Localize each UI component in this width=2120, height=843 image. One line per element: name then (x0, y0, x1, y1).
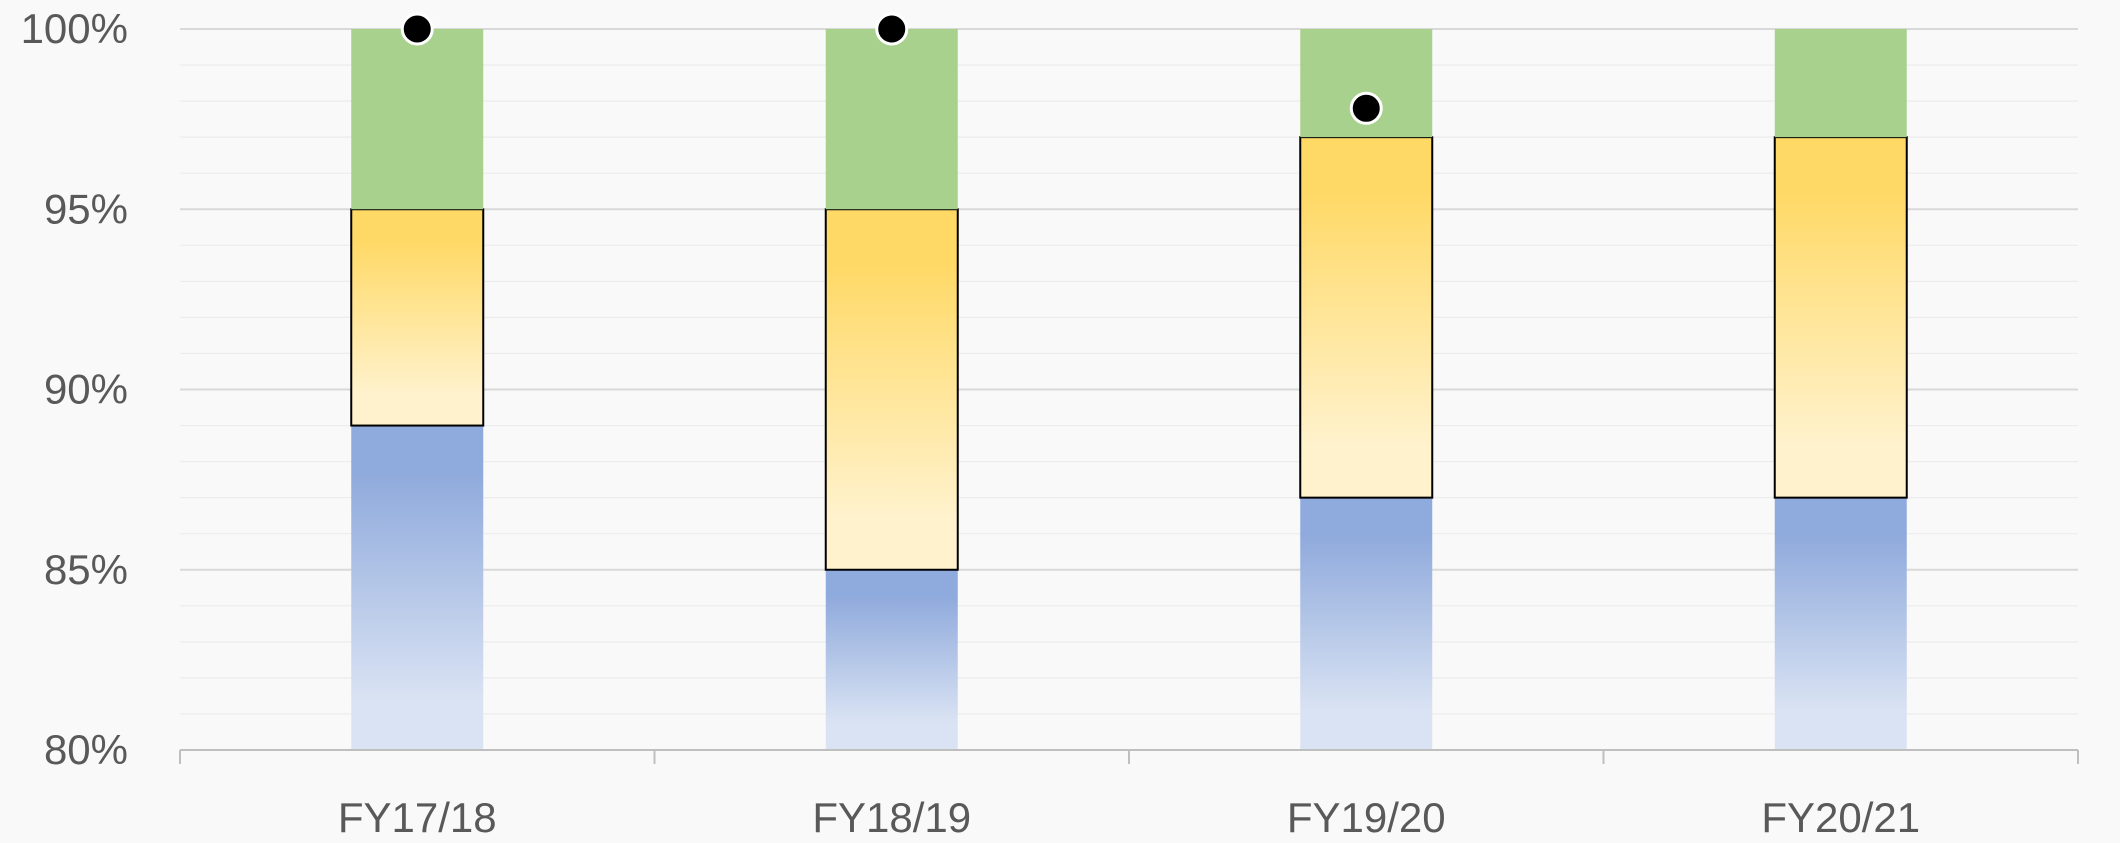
x-tick-label: FY17/18 (338, 794, 497, 841)
grid-lines (180, 28, 2078, 715)
y-tick-label: 85% (44, 546, 128, 593)
bar-upper-fy17-18 (351, 29, 484, 210)
data-point-marker (1349, 91, 1383, 125)
bar-lower-fy20-21 (1774, 497, 1907, 750)
bars (350, 29, 1908, 750)
y-tick-label: 100% (21, 5, 128, 52)
bar-lower-fy19-20 (1300, 497, 1433, 750)
bar-middle-fy19-20 (1299, 136, 1434, 499)
bar-lower-fy17-18 (351, 425, 484, 750)
x-tick-label: FY19/20 (1287, 794, 1446, 841)
data-point-marker (400, 12, 434, 46)
bar-middle-fy20-21 (1773, 136, 1908, 499)
y-tick-label: 80% (44, 726, 128, 773)
bar-middle-fy18-19 (824, 208, 959, 571)
bar-lower-fy18-19 (825, 569, 958, 750)
x-tick-label: FY20/21 (1761, 794, 1920, 841)
bar-upper-fy20-21 (1774, 29, 1907, 138)
y-tick-label: 90% (44, 366, 128, 413)
markers (400, 12, 1383, 125)
y-axis-ticks: 80% 85% 90% 95% 100% (21, 5, 128, 773)
x-tick-label: FY18/19 (812, 794, 971, 841)
x-axis-ticks: FY17/18 FY18/19 FY19/20 FY20/21 (338, 794, 1920, 841)
bar-middle-fy17-18 (350, 208, 485, 427)
data-point-marker (875, 12, 909, 46)
bar-upper-fy18-19 (825, 29, 958, 210)
y-tick-label: 95% (44, 185, 128, 232)
x-axis (179, 749, 2079, 764)
